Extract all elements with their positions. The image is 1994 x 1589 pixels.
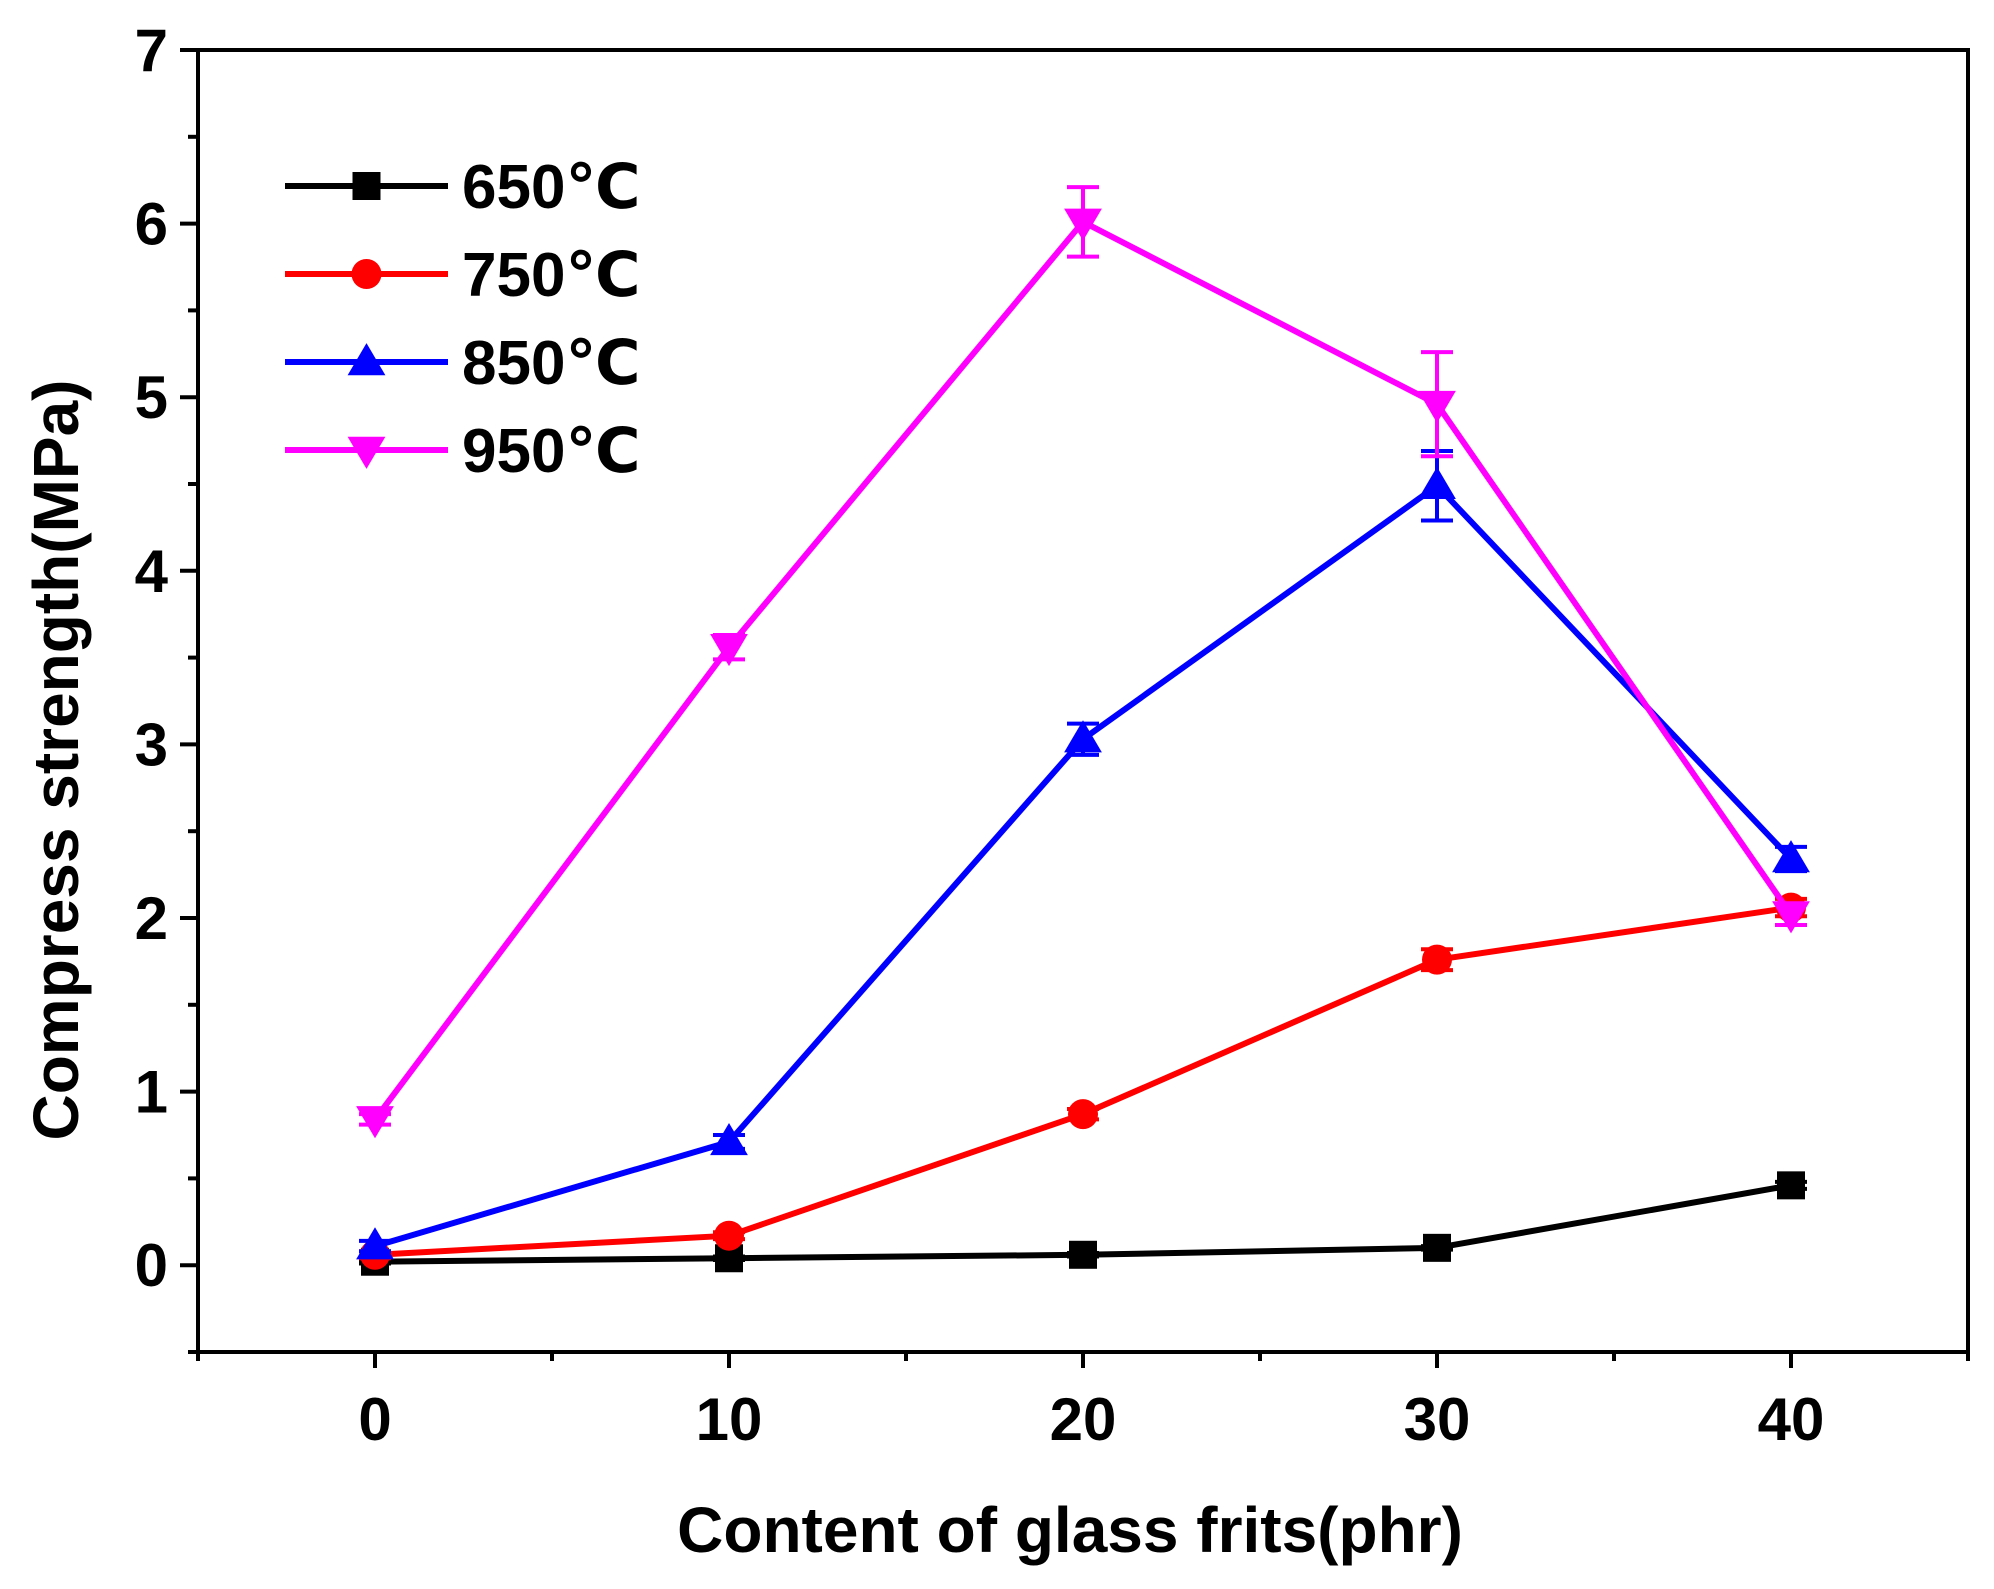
legend-label: 650℃	[462, 153, 641, 222]
data-point	[710, 633, 748, 667]
y-tick-label: 3	[135, 711, 168, 778]
y-tick-label: 2	[135, 885, 168, 952]
data-point	[1772, 840, 1810, 873]
legend-item: 750℃	[285, 241, 641, 310]
legend-item: 650℃	[285, 153, 641, 222]
series-line	[374, 482, 1794, 1249]
series-line	[374, 904, 1792, 1258]
y-tick-label: 5	[135, 364, 168, 431]
data-point	[1777, 1171, 1805, 1200]
x-tick-label: 0	[358, 1386, 391, 1453]
data-point	[1418, 466, 1456, 499]
data-point	[714, 1220, 744, 1251]
series-group	[356, 185, 1810, 1276]
x-tick-label: 40	[1758, 1386, 1825, 1453]
legend-label: 850℃	[462, 329, 641, 398]
x-axis-title: Content of glass frits(phr)	[677, 1494, 1463, 1566]
series-750℃	[359, 892, 1807, 1270]
data-point	[356, 1227, 394, 1260]
legend-label: 950℃	[462, 417, 641, 486]
legend-label: 750℃	[462, 241, 641, 310]
x-tick-label: 20	[1050, 1386, 1117, 1453]
x-tick-label: 10	[696, 1386, 763, 1453]
x-tick-label: 30	[1404, 1386, 1471, 1453]
legend-item: 850℃	[285, 329, 641, 398]
axes-group: 0 10 20 30 40 0 1 2 3 4 5 6 7	[135, 17, 1970, 1453]
series-950℃	[356, 185, 1810, 1139]
legend-marker	[351, 259, 382, 289]
y-tick-label: 6	[135, 191, 168, 258]
legend-item: 950℃	[285, 417, 641, 486]
data-point	[1064, 720, 1102, 753]
data-point	[710, 1123, 748, 1156]
y-axis-title: Compress strength(MPa)	[20, 380, 92, 1141]
legend-marker	[347, 343, 386, 376]
y-tick-label: 7	[135, 17, 168, 84]
y-tick-label: 1	[135, 1059, 168, 1126]
data-point	[1064, 208, 1102, 241]
series-850℃	[356, 449, 1810, 1260]
data-point	[1772, 901, 1810, 934]
legend-marker	[352, 172, 381, 200]
data-point	[1418, 390, 1456, 424]
data-point	[1423, 1233, 1451, 1262]
data-point	[1068, 1099, 1098, 1130]
legend-marker	[347, 436, 386, 469]
data-point	[1069, 1240, 1097, 1269]
legend: 650℃ 750℃ 850℃ 950℃	[285, 153, 641, 486]
data-point	[1422, 944, 1452, 975]
data-point	[356, 1106, 394, 1139]
y-tick-label: 0	[135, 1232, 168, 1299]
y-tick-label: 4	[135, 538, 169, 605]
